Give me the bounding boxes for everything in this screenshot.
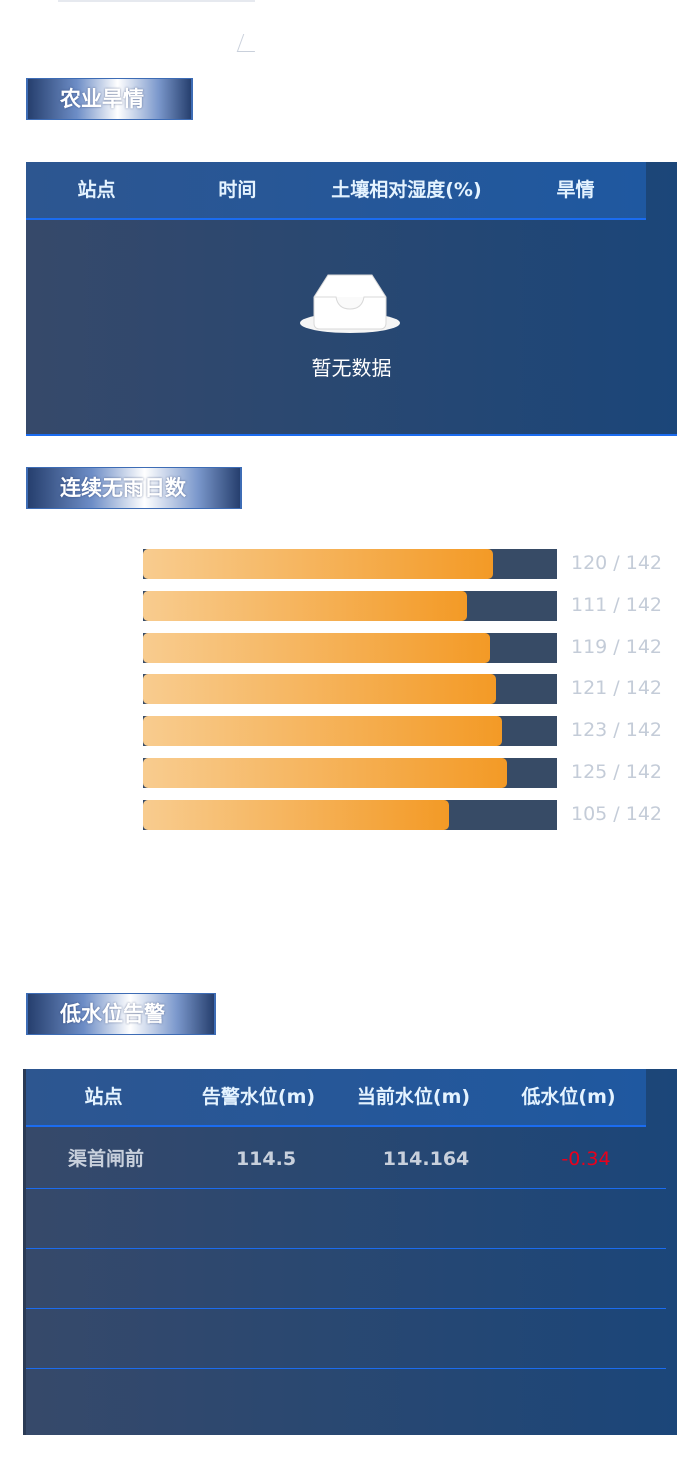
top-divider: [58, 0, 255, 2]
norain-bar-fill: [143, 799, 450, 830]
norain-bar-label: 121 / 142: [571, 677, 663, 700]
norain-bar-fill: [143, 632, 490, 663]
norain-bar-fill: [143, 590, 467, 621]
table-row-empty: [26, 1249, 666, 1309]
empty-text: 暂无数据: [311, 356, 392, 380]
column-header[interactable]: 低水位(m): [521, 1086, 616, 1108]
norain-bar-track: 111 / 142: [143, 590, 662, 621]
station-cell: 渠首闸前: [67, 1148, 144, 1170]
norain-bar-fill: [143, 674, 496, 705]
norain-bar-fill: [143, 549, 493, 579]
alarm-level-cell: 114.5: [235, 1148, 297, 1170]
decorative-mark: [236, 34, 262, 52]
norain-bar-label: 105 / 142: [571, 802, 663, 825]
low-level-cell: -0.34: [561, 1148, 611, 1170]
norain-bar-label: 125 / 142: [571, 760, 663, 783]
column-header[interactable]: 旱情: [556, 179, 595, 201]
norain-bar-track: 119 / 142: [143, 632, 662, 663]
norain-bar-list: 120 / 142 111 / 142 119 / 142 121 / 142 123 …: [143, 549, 662, 842]
norain-bar-track: 123 / 142: [143, 716, 662, 747]
table-row-empty: [26, 1309, 666, 1369]
norain-bar-track: 125 / 142: [143, 757, 662, 788]
section-header-norain: 连续无雨日数: [26, 467, 242, 509]
column-header[interactable]: 站点: [84, 1086, 123, 1108]
section-header-drought: 农业旱情: [26, 78, 193, 120]
column-header[interactable]: 时间: [218, 179, 257, 201]
norain-bar-label: 123 / 142: [571, 719, 663, 742]
norain-bar-label: 119 / 142: [571, 635, 663, 658]
section-header-lowwater: 低水位告警: [26, 993, 216, 1035]
column-header[interactable]: 站点: [77, 179, 116, 201]
lowwater-table-header: 站点 告警水位(m) 当前水位(m) 低水位(m): [26, 1069, 646, 1127]
norain-bar-label: 111 / 142: [571, 593, 663, 616]
column-header[interactable]: 土壤相对湿度(%): [331, 179, 482, 201]
empty-box-icon: [300, 274, 400, 333]
current-level-cell: 114.164: [382, 1148, 470, 1170]
drought-table-header: 站点 时间 土壤相对湿度(%) 旱情: [26, 162, 646, 220]
norain-bar-track: 121 / 142: [143, 674, 662, 705]
drought-table: 站点 时间 土壤相对湿度(%) 旱情 暂无数据: [26, 162, 677, 436]
norain-bar-track: 120 / 142: [143, 549, 662, 579]
table-row-empty: [26, 1189, 666, 1249]
lowwater-table: 站点 告警水位(m) 当前水位(m) 低水位(m) 渠首闸前 114.5 114…: [23, 1069, 677, 1435]
norain-bar-fill: [143, 757, 508, 788]
norain-bar-track: 105 / 142: [143, 799, 662, 830]
norain-bar-label: 120 / 142: [571, 552, 663, 574]
column-header[interactable]: 告警水位(m): [201, 1086, 316, 1108]
column-header[interactable]: 当前水位(m): [356, 1086, 471, 1108]
table-row[interactable]: 渠首闸前 114.5 114.164 -0.34: [26, 1129, 666, 1189]
norain-bar-fill: [143, 716, 502, 747]
